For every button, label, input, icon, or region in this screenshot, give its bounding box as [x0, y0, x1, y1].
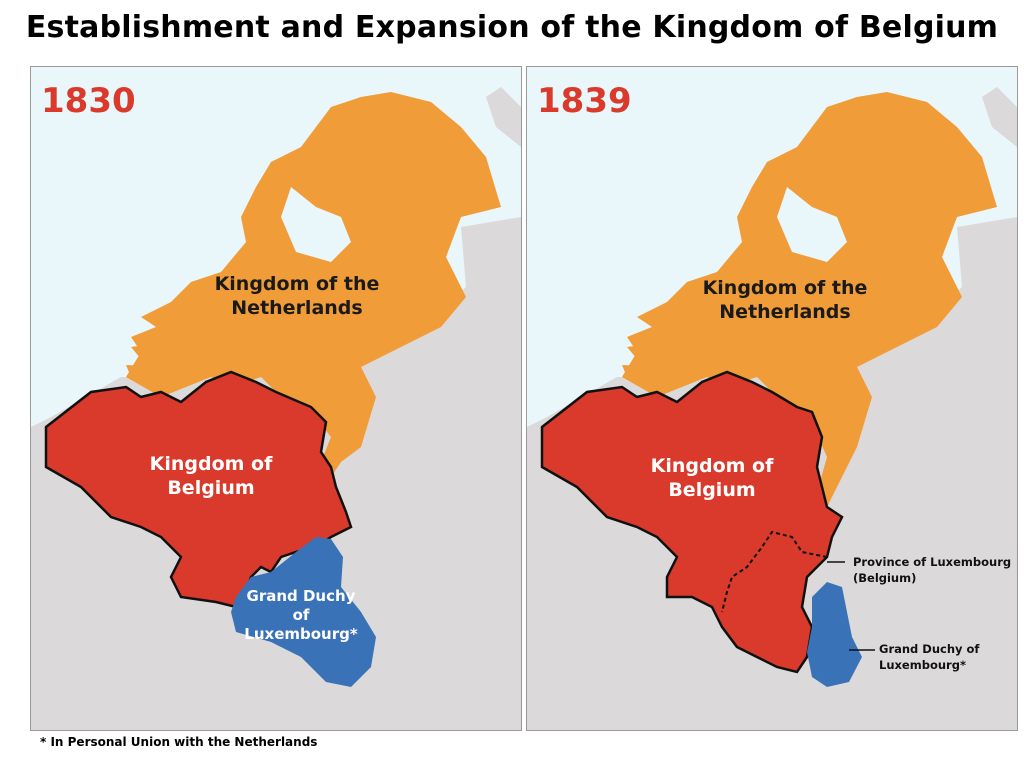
page-title: Establishment and Expansion of the Kingd… [25, 10, 999, 45]
netherlands-label: Kingdom of the Netherlands [702, 277, 868, 323]
luxembourg-label: Grand Duchy of Luxembourg* [244, 587, 358, 643]
luxembourg-region [807, 582, 862, 687]
footnote: * In Personal Union with the Netherlands [40, 735, 318, 749]
island-3 [622, 365, 657, 379]
map-1839 [527, 67, 1017, 687]
island-3 [126, 365, 161, 379]
island-1 [647, 312, 692, 332]
map-panel-1830: 1830 Kingdom of the Netherlands Kingdom … [30, 66, 522, 731]
province-luxembourg-callout: Province of Luxembourg (Belgium) [853, 555, 1012, 585]
province-luxembourg-boundary [721, 530, 828, 613]
belgium-label: Kingdom of Belgium [149, 453, 273, 499]
map-1830 [31, 67, 521, 687]
belgium-label: Kingdom of Belgium [650, 455, 774, 501]
island-1 [151, 312, 196, 332]
year-label: 1839 [537, 81, 632, 121]
belgium-region [540, 370, 844, 674]
grand-duchy-callout: Grand Duchy of Luxembourg* [879, 642, 980, 672]
netherlands-region [622, 92, 997, 507]
year-label: 1830 [41, 81, 136, 121]
map-panel-1839: 1839 Kingdom of the Netherlands Kingdom … [526, 66, 1018, 731]
netherlands-label: Kingdom of the Netherlands [214, 273, 380, 319]
island-2 [627, 342, 667, 359]
island-2 [131, 342, 171, 359]
luxembourg-region [231, 537, 376, 687]
